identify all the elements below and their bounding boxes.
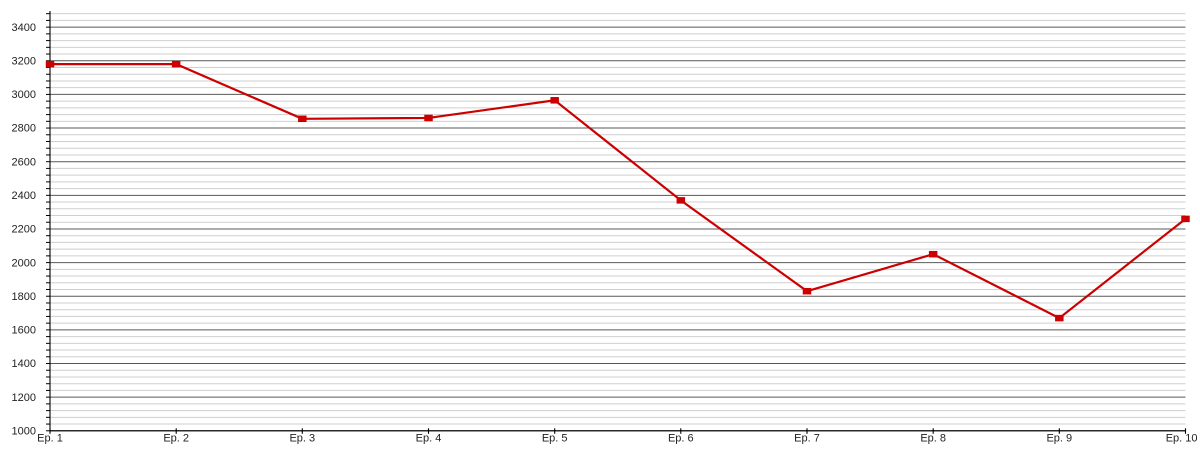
svg-text:2600: 2600 — [12, 156, 36, 168]
svg-text:Ep. 8: Ep. 8 — [920, 433, 946, 445]
svg-text:2800: 2800 — [12, 123, 36, 135]
svg-text:1000: 1000 — [12, 426, 36, 438]
svg-text:Ep. 5: Ep. 5 — [542, 433, 568, 445]
svg-text:3000: 3000 — [12, 89, 36, 101]
svg-text:Ep. 3: Ep. 3 — [289, 433, 315, 445]
svg-text:2400: 2400 — [12, 190, 36, 202]
svg-text:3400: 3400 — [12, 22, 36, 34]
svg-text:Ep. 9: Ep. 9 — [1046, 433, 1072, 445]
svg-text:1400: 1400 — [12, 358, 36, 370]
svg-text:2200: 2200 — [12, 224, 36, 236]
svg-text:Ep. 2: Ep. 2 — [163, 433, 189, 445]
svg-text:1600: 1600 — [12, 325, 36, 337]
svg-text:Ep. 1: Ep. 1 — [37, 433, 63, 445]
svg-text:Ep. 6: Ep. 6 — [668, 433, 694, 445]
svg-text:Ep. 4: Ep. 4 — [416, 433, 442, 445]
svg-text:1200: 1200 — [12, 392, 36, 404]
svg-text:2000: 2000 — [12, 257, 36, 269]
svg-text:1800: 1800 — [12, 291, 36, 303]
svg-text:3200: 3200 — [12, 56, 36, 68]
svg-text:Ep. 7: Ep. 7 — [794, 433, 820, 445]
svg-text:Ep. 10: Ep. 10 — [1166, 433, 1198, 445]
